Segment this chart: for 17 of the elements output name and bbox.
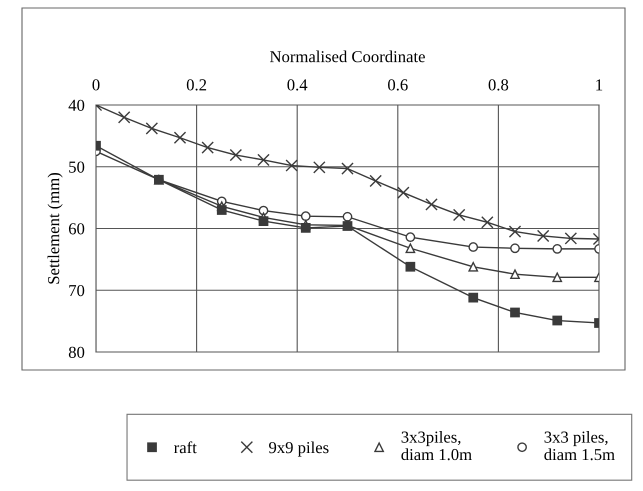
y-tick-label: 40 <box>68 100 84 111</box>
x-tick-label: 0.2 <box>186 79 206 91</box>
x-tick-label: 1 <box>596 79 602 90</box>
legend-label: 9x9 piles <box>269 441 329 457</box>
x-axis-title: Normalised Coordinate <box>270 50 425 62</box>
y-tick-label: 80 <box>68 346 84 358</box>
legend-label: raft <box>174 441 197 454</box>
x-tick-label: 0.4 <box>287 79 308 91</box>
y-axis-title: Settlement (mm) <box>48 172 63 284</box>
legend-label: 3x3 piles, diam 1.5m <box>544 431 615 460</box>
y-tick-label: 70 <box>69 284 84 296</box>
x-tick-label: 0.8 <box>488 79 508 91</box>
legend-label: 3x3piles, diam 1.0m <box>401 431 472 460</box>
y-tick-label: 60 <box>68 223 84 234</box>
x-tick-label: 0 <box>92 79 100 91</box>
y-tick-label: 50 <box>69 161 84 173</box>
x-tick-label: 0.6 <box>388 79 408 91</box>
